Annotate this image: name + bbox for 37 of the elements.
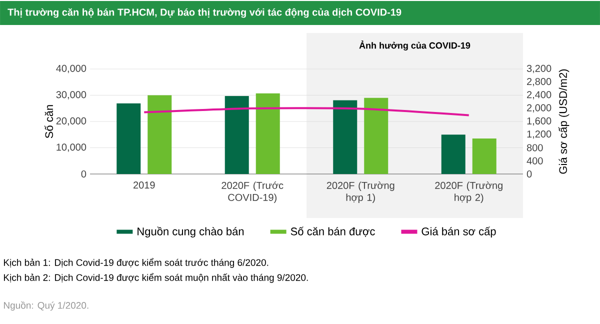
bar <box>364 98 388 174</box>
y-tick-label: 30,000 <box>56 91 86 100</box>
bar <box>224 96 249 174</box>
y-tick-label: 20,000 <box>56 117 86 126</box>
y2-tick-label: 2,400 <box>527 91 552 100</box>
x-tick-label: 2019 <box>134 182 155 189</box>
line-series <box>143 107 470 116</box>
x-tick-label: 2020F (Trường hợp 1) <box>326 182 394 203</box>
y-tick-label: 10,000 <box>56 144 86 152</box>
bar <box>472 138 496 174</box>
y-tick-label: 0 <box>81 170 86 178</box>
bar <box>441 134 466 174</box>
y2-tick-label: 2,000 <box>527 104 552 113</box>
text: Nguồn: Quý 1/2020. <box>4 301 88 311</box>
y2-tick-label: 2,800 <box>527 78 552 86</box>
x-tick-label: 2020F (Trường hợp 2) <box>435 182 502 203</box>
y-tick-label: 40,000 <box>56 64 86 74</box>
bar <box>256 93 280 174</box>
x-tick-label: 2020F (Trước COVID-19) <box>222 182 284 203</box>
bar <box>148 95 172 174</box>
legend-label: Số căn bán được <box>290 226 375 237</box>
text: Kịch bản 2: Dịch Covid-19 được kiểm soát muộn nhất vào tháng 9/2020. <box>4 273 308 283</box>
y2-tick-label: 1,600 <box>527 117 552 126</box>
y-axis-title: Số căn <box>44 105 54 138</box>
bar <box>116 103 141 174</box>
bar <box>333 100 358 174</box>
y2-tick-label: 3,200 <box>526 64 552 74</box>
text: Kịch bản 1: Dịch Covid-19 được kiểm soát trước tháng 6/2020. <box>4 258 268 268</box>
y2-tick-label: 1,200 <box>527 130 552 139</box>
legend-label: Giá bán sơ cấp <box>422 226 496 238</box>
y2-tick-label: 400 <box>526 157 543 164</box>
y2-axis-title: Giá sơ cấp (USD/m2) <box>558 69 570 174</box>
chart-title: Thị trường căn hộ bán TP.HCM, Dự báo thị trường với tác động của dịch COVID-19 <box>8 8 402 18</box>
legend-label: Nguồn cung chào bán <box>138 226 244 238</box>
y2-tick-label: 800 <box>526 144 543 152</box>
band-label: Ảnh hưởng của COVID-19 <box>359 40 470 51</box>
y2-tick-label: 0 <box>526 170 532 178</box>
